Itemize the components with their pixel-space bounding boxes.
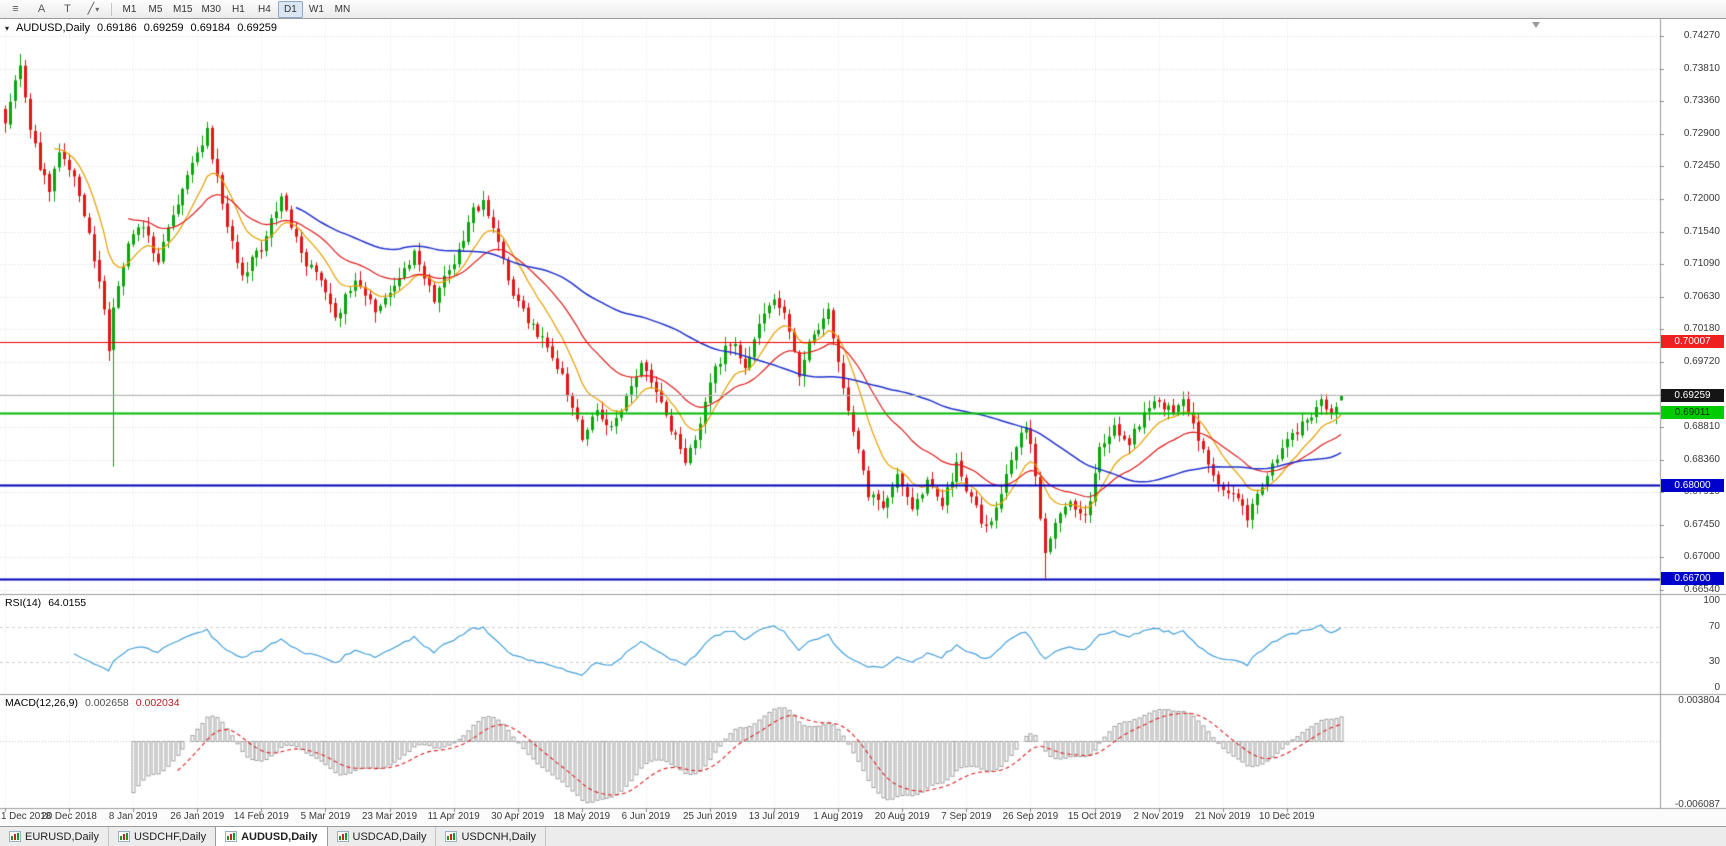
tab-label: USDCHF,Daily <box>133 830 207 843</box>
time-axis-label: 11 Apr 2019 <box>427 811 480 822</box>
rsi-axis-label: 30 <box>1708 655 1720 667</box>
bar-open-value: 0.69186 <box>96 22 137 34</box>
bar-low-value: 0.69184 <box>190 22 231 34</box>
text-tool-icon[interactable]: T <box>64 2 71 15</box>
price-axis-label: 0.74270 <box>1683 30 1720 41</box>
time-axis-label: 18 May 2019 <box>553 811 611 822</box>
tab-label: USDCNH,Daily <box>461 830 537 843</box>
price-axis-label: 0.70180 <box>1683 323 1720 335</box>
time-axis-label: 21 Nov 2019 <box>1194 811 1251 822</box>
price-axis-label: 0.73810 <box>1683 62 1720 74</box>
chart-window: ▾ AUDUSD,Daily 0.69186 0.69259 0.69184 0… <box>0 19 1726 826</box>
rsi-axis-label: 0 <box>1714 682 1720 693</box>
bar-high-value: 0.69259 <box>143 22 184 34</box>
time-axis-label: 6 Jun 2019 <box>621 811 671 822</box>
current-price-badge: 0.69259 <box>1661 388 1724 402</box>
tab-chart-icon <box>445 831 458 842</box>
price-axis-label: 0.72450 <box>1683 160 1720 172</box>
time-axis-label: 14 Feb 2019 <box>233 811 289 822</box>
trendline-icon: ╱ <box>87 2 95 15</box>
price-axis-label: 0.71540 <box>1683 225 1720 237</box>
green-level-price-badge: 0.69011 <box>1661 406 1724 420</box>
timeframe-m1[interactable]: M1 <box>122 3 137 15</box>
macd-signal-value: 0.002034 <box>135 697 180 709</box>
symbol-period-label: AUDUSD,Daily <box>16 22 90 34</box>
timeframe-h1[interactable]: H1 <box>232 3 245 15</box>
time-axis-label: 25 Jun 2019 <box>683 811 737 822</box>
draw-tools-icon[interactable]: ╱▾ <box>81 1 106 18</box>
price-axis-label: 0.66540 <box>1683 584 1720 595</box>
time-axis-label: 30 Apr 2019 <box>491 811 545 822</box>
time-axis-label: 7 Sep 2019 <box>941 811 992 822</box>
price-axis-label: 0.68810 <box>1683 421 1720 433</box>
price-chart-canvas[interactable] <box>0 19 1726 826</box>
price-axis-label: 0.67450 <box>1683 518 1720 530</box>
top-toolbar: ≡ A T ╱▾ M1 M5 M15 M30 H1 H4 D1 W1 MN <box>0 0 1726 19</box>
time-axis-label: 5 Mar 2019 <box>300 811 351 822</box>
time-axis-label: 23 Mar 2019 <box>362 811 418 822</box>
macd-indicator-label: MACD(12,26,9) 0.002658 0.002034 <box>5 697 180 709</box>
annotate-icon[interactable]: A <box>37 2 46 15</box>
time-axis-label: 1 Aug 2019 <box>813 811 863 822</box>
macd-axis-label: 0.003804 <box>1678 695 1720 706</box>
price-axis-label: 0.73360 <box>1683 95 1720 107</box>
yearly-low-price-badge: 0.66700 <box>1661 572 1724 586</box>
price-axis-label: 0.67000 <box>1683 551 1720 563</box>
chart-title: ▾ AUDUSD,Daily 0.69186 0.69259 0.69184 0… <box>5 22 277 34</box>
tab-usdchf-daily[interactable]: USDCHF,Daily <box>109 827 217 846</box>
rsi-value: 64.0155 <box>48 597 87 609</box>
timeframe-w1[interactable]: W1 <box>308 3 324 15</box>
macd-axis-label: -0.006087 <box>1674 799 1720 810</box>
price-axis-label: 0.68360 <box>1683 453 1720 465</box>
tab-audusd-daily[interactable]: AUDUSD,Daily <box>216 827 328 846</box>
time-axis-label: 13 Jul 2019 <box>748 811 800 822</box>
tab-label: USDCAD,Daily <box>352 830 427 843</box>
tab-label: AUDUSD,Daily <box>241 830 318 843</box>
time-axis-label: 26 Sep 2019 <box>1002 811 1059 822</box>
resistance-price-badge: 0.70007 <box>1661 335 1724 349</box>
price-axis-label: 0.70630 <box>1683 290 1720 302</box>
timeframe-m30[interactable]: M30 <box>201 3 221 15</box>
price-axis-label: 0.72900 <box>1683 128 1720 140</box>
rsi-indicator-label: RSI(14) 64.0155 <box>5 597 86 609</box>
tab-usdcnh-daily[interactable]: USDCNH,Daily <box>436 827 547 846</box>
timeframe-h4[interactable]: H4 <box>258 3 271 15</box>
time-axis-label: 8 Jan 2019 <box>108 811 158 822</box>
chart-shift-marker-icon[interactable] <box>1532 22 1540 28</box>
bar-close-value: 0.69259 <box>237 22 278 34</box>
timeframe-d1[interactable]: D1 <box>277 0 303 18</box>
price-axis-label: 0.72000 <box>1683 192 1720 204</box>
tab-label: EURUSD,Daily <box>25 830 99 843</box>
time-axis-label: 10 Dec 2019 <box>1259 811 1315 822</box>
timeframe-m5[interactable]: M5 <box>148 3 163 15</box>
timeframe-mn[interactable]: MN <box>334 3 351 15</box>
rsi-name: RSI(14) <box>5 597 42 609</box>
tab-chart-icon <box>225 831 238 842</box>
rsi-axis-label: 70 <box>1708 621 1720 633</box>
macd-name: MACD(12,26,9) <box>5 697 78 709</box>
time-axis-label: 20 Aug 2019 <box>874 811 930 822</box>
macd-main-value: 0.002658 <box>84 697 129 709</box>
price-axis-label: 0.69720 <box>1683 356 1720 368</box>
tab-eurusd-daily[interactable]: EURUSD,Daily <box>0 827 109 846</box>
rsi-axis-label: 100 <box>1703 595 1720 606</box>
time-axis-label: 1 Dec 2018 <box>1 811 52 822</box>
time-axis-label: 2 Nov 2019 <box>1133 811 1184 822</box>
tab-chart-icon <box>9 831 21 842</box>
chevron-down-icon: ▾ <box>95 4 100 14</box>
time-axis-label: 15 Oct 2019 <box>1067 811 1122 822</box>
chart-list-icon[interactable]: ≡ <box>12 2 19 15</box>
timeframe-m15[interactable]: M15 <box>173 3 193 15</box>
time-axis-label: 20 Dec 2018 <box>41 811 97 822</box>
symbol-dropdown-icon[interactable]: ▾ <box>5 23 10 33</box>
support-price-badge: 0.68000 <box>1661 478 1724 492</box>
chart-tabs-bar: EURUSD,Daily USDCHF,Daily AUDUSD,Daily U… <box>0 826 1726 846</box>
tab-chart-icon <box>336 831 349 842</box>
toolbar-separator <box>111 2 112 16</box>
time-axis-label: 26 Jan 2019 <box>170 811 225 822</box>
tab-chart-icon <box>117 831 130 842</box>
price-axis-label: 0.71090 <box>1683 257 1720 269</box>
tab-usdcad-daily[interactable]: USDCAD,Daily <box>328 827 437 846</box>
